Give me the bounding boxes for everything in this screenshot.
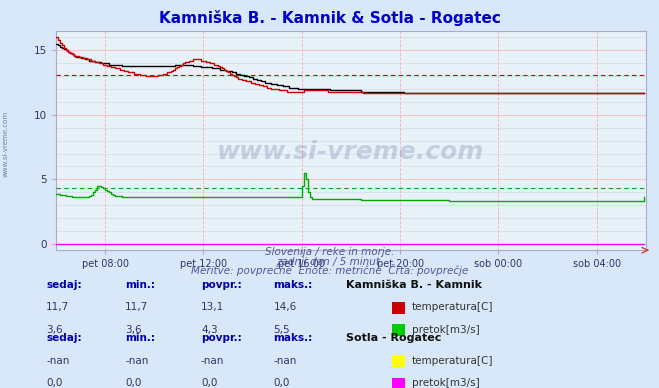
Text: povpr.:: povpr.: (201, 280, 242, 290)
Text: Kamniška B. - Kamnik: Kamniška B. - Kamnik (346, 280, 482, 290)
Text: temperatura[C]: temperatura[C] (412, 302, 494, 312)
Text: Kamniška B. - Kamnik & Sotla - Rogatec: Kamniška B. - Kamnik & Sotla - Rogatec (159, 10, 500, 26)
Text: temperatura[C]: temperatura[C] (412, 356, 494, 366)
Text: pretok[m3/s]: pretok[m3/s] (412, 378, 480, 388)
Text: -nan: -nan (46, 356, 69, 366)
Text: zadnji dan / 5 minut.: zadnji dan / 5 minut. (276, 256, 383, 267)
Text: sedaj:: sedaj: (46, 333, 82, 343)
Text: maks.:: maks.: (273, 280, 313, 290)
Text: 4,3: 4,3 (201, 325, 217, 335)
Text: Sotla - Rogatec: Sotla - Rogatec (346, 333, 442, 343)
Text: 0,0: 0,0 (46, 378, 63, 388)
Text: 13,1: 13,1 (201, 302, 224, 312)
Text: 11,7: 11,7 (46, 302, 69, 312)
Text: -nan: -nan (201, 356, 224, 366)
Text: Meritve: povprečne  Enote: metrične  Črta: povprečje: Meritve: povprečne Enote: metrične Črta:… (191, 264, 468, 276)
Text: -nan: -nan (125, 356, 148, 366)
Text: min.:: min.: (125, 280, 156, 290)
Text: min.:: min.: (125, 333, 156, 343)
Text: 3,6: 3,6 (125, 325, 142, 335)
Text: -nan: -nan (273, 356, 297, 366)
Text: 0,0: 0,0 (201, 378, 217, 388)
Text: 3,6: 3,6 (46, 325, 63, 335)
Text: sedaj:: sedaj: (46, 280, 82, 290)
Text: povpr.:: povpr.: (201, 333, 242, 343)
Text: www.si-vreme.com: www.si-vreme.com (2, 111, 9, 177)
Text: 14,6: 14,6 (273, 302, 297, 312)
Text: Slovenija / reke in morje.: Slovenija / reke in morje. (265, 247, 394, 257)
Text: pretok[m3/s]: pretok[m3/s] (412, 325, 480, 335)
Text: www.si-vreme.com: www.si-vreme.com (217, 140, 484, 164)
Text: 11,7: 11,7 (125, 302, 148, 312)
Text: maks.:: maks.: (273, 333, 313, 343)
Text: 0,0: 0,0 (125, 378, 142, 388)
Text: 5,5: 5,5 (273, 325, 290, 335)
Text: 0,0: 0,0 (273, 378, 290, 388)
